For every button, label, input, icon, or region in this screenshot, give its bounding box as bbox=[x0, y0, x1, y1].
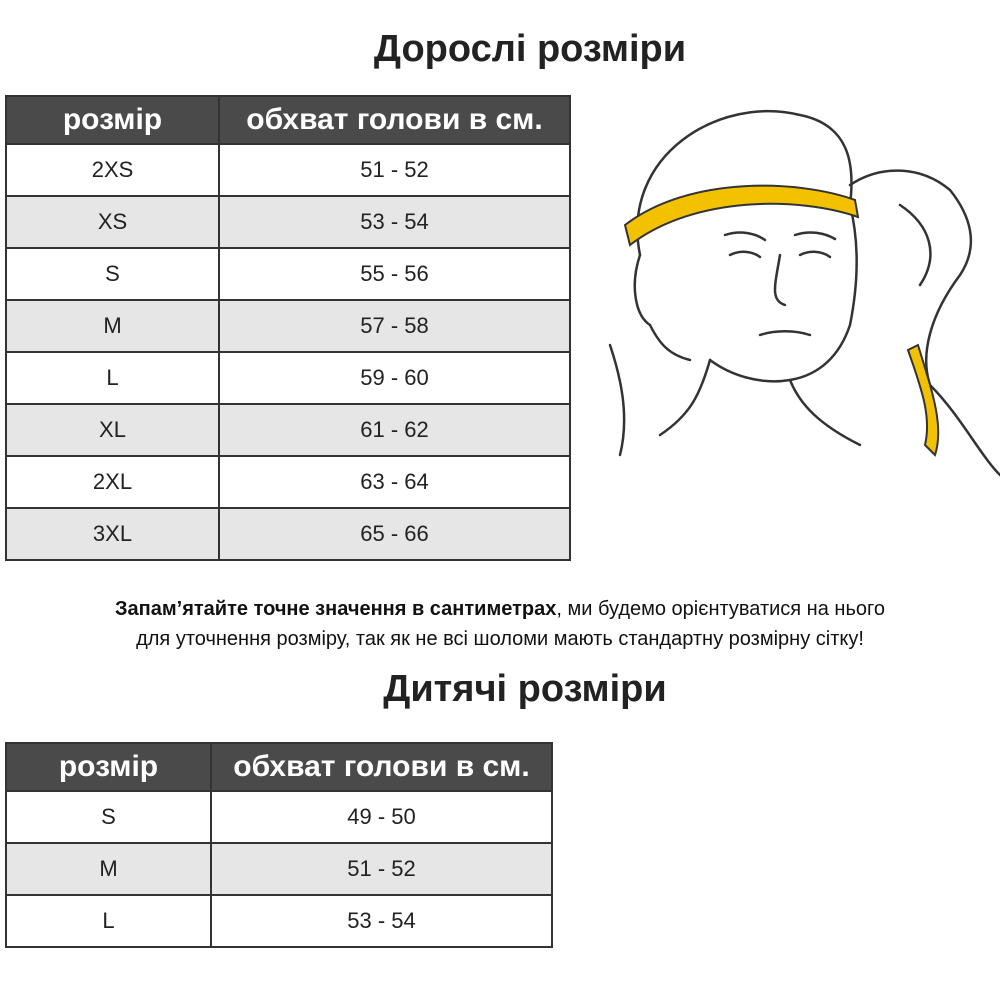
size-cell: L bbox=[5, 351, 220, 405]
size-cell: XL bbox=[5, 403, 220, 457]
note-bold-text: Запам’ятайте точне значення в сантиметра… bbox=[115, 598, 557, 620]
table-row: S 49 - 50 bbox=[5, 790, 553, 844]
table-row: XL 61 - 62 bbox=[5, 403, 571, 457]
note-text-line1: , ми будемо орієнтуватися на нього bbox=[556, 598, 885, 620]
table-row: L 59 - 60 bbox=[5, 351, 571, 405]
header-head-circumference: обхват голови в см. bbox=[218, 95, 571, 145]
range-cell: 51 - 52 bbox=[210, 842, 553, 896]
table-row: M 51 - 52 bbox=[5, 842, 553, 896]
table-row: XS 53 - 54 bbox=[5, 195, 571, 249]
range-cell: 53 - 54 bbox=[210, 894, 553, 948]
range-cell: 57 - 58 bbox=[218, 299, 571, 353]
child-size-table: розмір обхват голови в см. S 49 - 50 M 51 … bbox=[5, 742, 553, 948]
range-cell: 51 - 52 bbox=[218, 143, 571, 197]
note-text-line2: для уточнення розміру, так як не всі шол… bbox=[136, 628, 864, 650]
header-size: розмір bbox=[5, 742, 212, 792]
child-sizes-title: Дитячі розміри bbox=[383, 668, 667, 710]
range-cell: 61 - 62 bbox=[218, 403, 571, 457]
size-cell: S bbox=[5, 247, 220, 301]
adult-size-table: розмір обхват голови в см. 2XS 51 - 52 XS… bbox=[5, 95, 571, 561]
table-row: 2XS 51 - 52 bbox=[5, 143, 571, 197]
table-row: 2XL 63 - 64 bbox=[5, 455, 571, 509]
head-measurement-illustration bbox=[608, 109, 1000, 477]
size-cell: M bbox=[5, 842, 212, 896]
table-row: M 57 - 58 bbox=[5, 299, 571, 353]
size-cell: XS bbox=[5, 195, 220, 249]
table-row: 3XL 65 - 66 bbox=[5, 507, 571, 561]
table-row: S 55 - 56 bbox=[5, 247, 571, 301]
header-head-circumference: обхват голови в см. bbox=[210, 742, 553, 792]
size-cell: 2XS bbox=[5, 143, 220, 197]
range-cell: 55 - 56 bbox=[218, 247, 571, 301]
size-cell: 2XL bbox=[5, 455, 220, 509]
size-cell: L bbox=[5, 894, 212, 948]
size-cell: 3XL bbox=[5, 507, 220, 561]
header-size: розмір bbox=[5, 95, 220, 145]
measurement-note: Запам’ятайте точне значення в сантиметра… bbox=[0, 594, 1000, 654]
adult-sizes-title: Дорослі розміри bbox=[373, 28, 687, 70]
table-row: L 53 - 54 bbox=[5, 894, 553, 948]
range-cell: 53 - 54 bbox=[218, 195, 571, 249]
range-cell: 59 - 60 bbox=[218, 351, 571, 405]
range-cell: 49 - 50 bbox=[210, 790, 553, 844]
size-cell: M bbox=[5, 299, 220, 353]
range-cell: 63 - 64 bbox=[218, 455, 571, 509]
size-cell: S bbox=[5, 790, 212, 844]
range-cell: 65 - 66 bbox=[218, 507, 571, 561]
